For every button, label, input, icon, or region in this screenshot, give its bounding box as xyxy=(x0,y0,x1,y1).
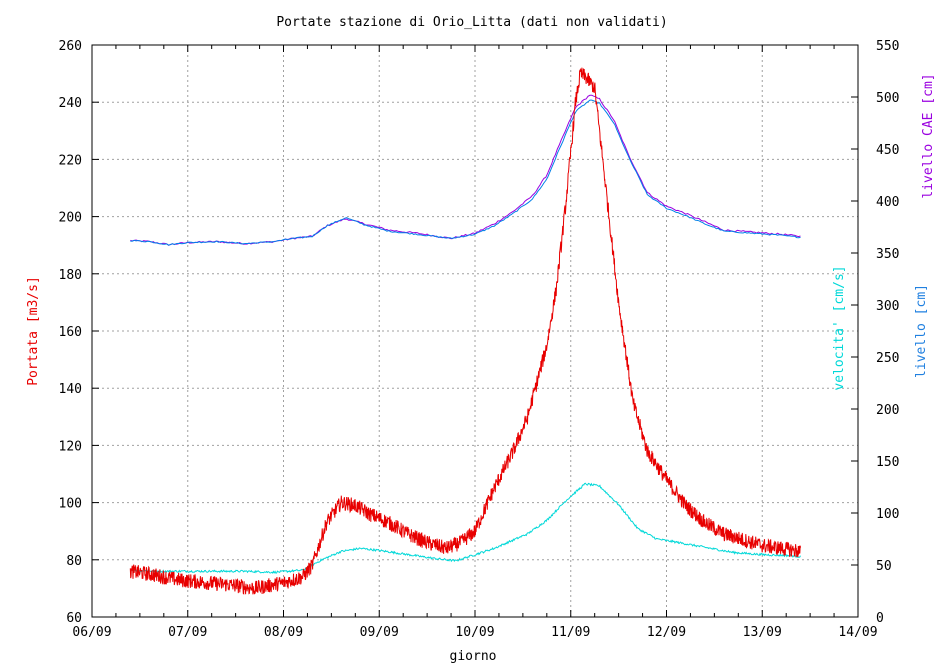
y-left-tick-label: 60 xyxy=(66,611,82,626)
y-left-tick-label: 220 xyxy=(59,153,82,168)
y-left-tick-label: 120 xyxy=(59,439,82,454)
x-tick-label: 10/09 xyxy=(455,625,494,640)
x-tick-label: 07/09 xyxy=(168,625,207,640)
y-right-tick-label: 450 xyxy=(876,143,899,158)
x-tick-label: 08/09 xyxy=(264,625,303,640)
y-left-tick-label: 260 xyxy=(59,39,82,54)
y-left-tick-label: 80 xyxy=(66,554,82,569)
y-right-tick-label: 550 xyxy=(876,39,899,54)
y-left-tick-label: 100 xyxy=(59,497,82,512)
series-line-velocita xyxy=(129,482,801,575)
y-right-tick-label: 0 xyxy=(876,611,884,626)
series-line-livello-cae xyxy=(130,94,801,246)
y-right-tick-label: 150 xyxy=(876,455,899,470)
x-tick-label: 09/09 xyxy=(360,625,399,640)
y-right-tick-label: 500 xyxy=(876,91,899,106)
chart-title: Portate stazione di Orio_Litta (dati non… xyxy=(276,15,667,30)
y-left-tick-label: 180 xyxy=(59,268,82,283)
grid xyxy=(92,45,858,617)
x-axis-label: giorno xyxy=(450,649,497,664)
y-left-tick-label: 140 xyxy=(59,382,82,397)
y-right-tick-label: 300 xyxy=(876,299,899,314)
series-group xyxy=(129,67,801,595)
y-axis-right-label-cae: livello CAE [cm] xyxy=(921,73,936,198)
y-left-tick-label: 160 xyxy=(59,325,82,340)
y-axis-right-label-livello: livello [cm] xyxy=(914,284,929,378)
x-tick-label: 11/09 xyxy=(551,625,590,640)
y-axis-left-label: Portata [m3/s] xyxy=(26,276,41,386)
y-left-tick-label: 200 xyxy=(59,211,82,226)
x-tick-label: 13/09 xyxy=(743,625,782,640)
series-line-livello xyxy=(130,99,801,246)
x-tick-label: 06/09 xyxy=(72,625,111,640)
series-line-portata xyxy=(129,67,801,595)
y-right-tick-label: 400 xyxy=(876,195,899,210)
y-right-tick-label: 100 xyxy=(876,507,899,522)
ticks: 06/09 07/09 08/09 09/09 10/09 11/09 12/09 13/09… xyxy=(59,39,900,640)
y-right-tick-label: 250 xyxy=(876,351,899,366)
y-right-tick-label: 50 xyxy=(876,559,892,574)
y-axis-right-label-velocita: velocita' [cm/s] xyxy=(832,265,847,390)
x-tick-label: 12/09 xyxy=(647,625,686,640)
x-tick-label: 14/09 xyxy=(838,625,877,640)
y-right-tick-label: 350 xyxy=(876,247,899,262)
y-right-tick-label: 200 xyxy=(876,403,899,418)
y-left-tick-label: 240 xyxy=(59,96,82,111)
